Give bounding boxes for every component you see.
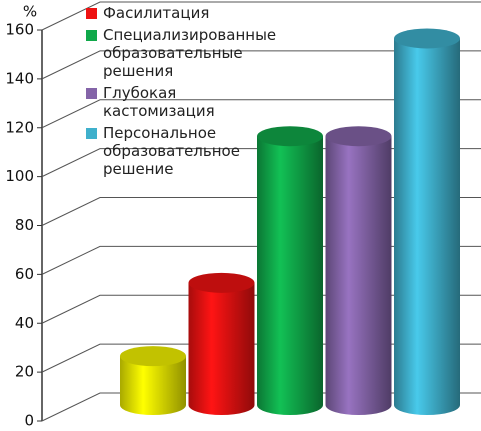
- y-axis-label: %: [23, 3, 37, 21]
- cylinder-top: [257, 126, 323, 147]
- legend-item: Глубокая кастомизация: [86, 84, 286, 120]
- cylinder-body: [257, 136, 323, 415]
- legend: Фасилитация Специализированные образовате…: [86, 4, 286, 182]
- y-tick-label: 140: [5, 69, 34, 87]
- legend-label: Глубокая кастомизация: [103, 84, 215, 120]
- legend-label: Фасилитация: [103, 4, 210, 22]
- legend-swatch: [86, 128, 97, 139]
- legend-swatch: [86, 30, 97, 41]
- grid-line: [41, 50, 481, 80]
- legend-item: Фасилитация: [86, 4, 286, 22]
- cylinder-top: [188, 272, 255, 293]
- grid-line: [41, 99, 481, 129]
- y-tick-label: 60: [15, 265, 34, 283]
- cylinder-body: [188, 282, 255, 415]
- cylinder-top: [394, 28, 460, 49]
- y-tick-label: 20: [15, 363, 34, 381]
- cylinder-body: [120, 356, 186, 415]
- legend-swatch: [86, 88, 97, 99]
- cylinder-top: [325, 126, 392, 147]
- legend-item: Специализированные образовательные решен…: [86, 26, 286, 80]
- y-tick-label: 160: [5, 21, 34, 39]
- y-tick-label: 0: [24, 412, 34, 430]
- legend-label: Специализированные образовательные решен…: [103, 26, 277, 80]
- legend-label: Персональное образовательное решение: [103, 124, 240, 178]
- cylinder-body: [394, 38, 460, 415]
- cylinder-top: [120, 346, 186, 367]
- y-tick-label: 80: [15, 216, 34, 234]
- grid-line: [41, 1, 481, 31]
- cylinder-body: [325, 136, 392, 415]
- y-tick-label: 100: [5, 167, 34, 185]
- y-tick-label: 120: [5, 118, 34, 136]
- y-tick-label: 40: [15, 314, 34, 332]
- legend-item: Персональное образовательное решение: [86, 124, 286, 178]
- legend-swatch: [86, 8, 97, 19]
